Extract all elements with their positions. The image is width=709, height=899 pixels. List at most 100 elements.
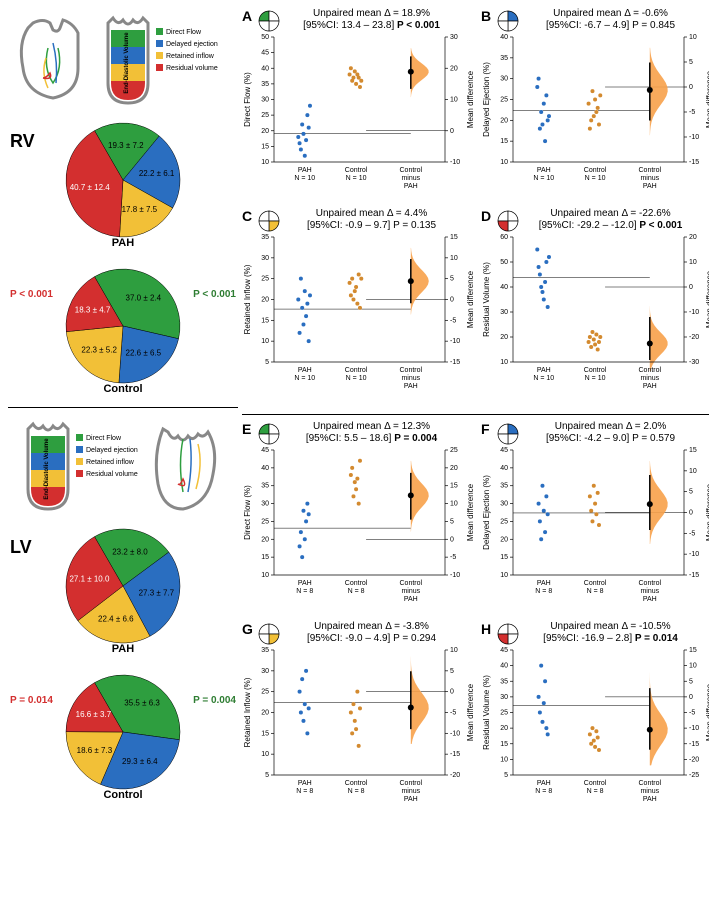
svg-text:-5: -5 <box>689 109 695 116</box>
svg-text:5: 5 <box>689 59 693 66</box>
svg-text:30: 30 <box>261 668 269 675</box>
panel-B: BUnpaired mean Δ = -0.6%[95%CI: -6.7 – 4… <box>481 8 709 208</box>
svg-text:End-Diastolic Volume: End-Diastolic Volume <box>124 32 130 94</box>
svg-text:0: 0 <box>450 297 454 304</box>
svg-text:25: 25 <box>261 689 269 696</box>
svg-text:10: 10 <box>500 159 508 166</box>
svg-text:-15: -15 <box>689 572 699 579</box>
pie-title-pah: PAH <box>8 643 238 655</box>
svg-text:-5: -5 <box>450 554 456 561</box>
legend-item: Delayed ejection <box>166 41 218 48</box>
svg-text:-30: -30 <box>689 359 699 366</box>
svg-text:10: 10 <box>450 501 458 508</box>
svg-text:Control: Control <box>400 367 423 374</box>
svg-text:Control: Control <box>400 580 423 587</box>
svg-text:20: 20 <box>450 65 458 72</box>
svg-text:35: 35 <box>500 483 508 490</box>
panel-E: EUnpaired mean Δ = 12.3%[95%CI: 5.5 – 18… <box>242 421 477 621</box>
svg-text:0: 0 <box>689 694 693 701</box>
svg-text:PAH: PAH <box>643 183 657 190</box>
svg-text:Control: Control <box>639 780 662 787</box>
svg-text:50: 50 <box>500 259 508 266</box>
svg-text:0: 0 <box>450 689 454 696</box>
svg-text:-15: -15 <box>689 741 699 748</box>
mini-pie-icon <box>258 623 280 650</box>
svg-text:20: 20 <box>500 117 508 124</box>
diff-axis-label: Mean difference <box>705 483 709 541</box>
mini-pie-icon <box>497 423 519 450</box>
svg-text:15: 15 <box>261 143 269 150</box>
svg-text:20: 20 <box>689 234 697 241</box>
legend-item: Residual volume <box>166 65 218 72</box>
svg-text:15: 15 <box>261 554 269 561</box>
rv-schematic: End-Diastolic Volume Direct Flow Delayed e… <box>8 8 238 113</box>
svg-text:PAH: PAH <box>298 780 312 787</box>
svg-text:N = 8: N = 8 <box>587 588 604 595</box>
pie-slice-label: 37.0 ± 2.4 <box>126 294 162 303</box>
svg-text:N = 10: N = 10 <box>533 375 554 382</box>
svg-text:PAH: PAH <box>298 167 312 174</box>
pie-slice-label: 19.3 ± 7.2 <box>108 141 144 150</box>
svg-text:N = 8: N = 8 <box>348 788 365 795</box>
rv-pies: RV19.3 ± 7.222.2 ± 6.117.8 ± 7.540.7 ± 1… <box>8 121 238 395</box>
pie-slice-label: 23.2 ± 8.0 <box>112 548 148 557</box>
svg-text:25: 25 <box>450 447 458 454</box>
svg-text:-25: -25 <box>689 772 699 779</box>
y-axis-label: Delayed Ejection (%) <box>482 475 491 550</box>
svg-text:20: 20 <box>500 725 508 732</box>
svg-text:N = 10: N = 10 <box>346 375 367 382</box>
svg-text:10: 10 <box>450 255 458 262</box>
svg-text:minus: minus <box>401 175 420 182</box>
pval-red: P < 0.001 <box>10 289 53 300</box>
svg-text:-15: -15 <box>689 159 699 166</box>
svg-text:N = 10: N = 10 <box>294 175 315 182</box>
svg-text:15: 15 <box>689 647 697 654</box>
mini-pie-icon <box>258 210 280 237</box>
panel-letter: A <box>242 8 252 24</box>
svg-text:minus: minus <box>401 788 420 795</box>
svg-text:N = 8: N = 8 <box>535 788 552 795</box>
svg-text:40: 40 <box>261 465 269 472</box>
svg-text:Control: Control <box>584 780 607 787</box>
svg-text:25: 25 <box>500 518 508 525</box>
svg-text:N = 10: N = 10 <box>294 375 315 382</box>
svg-text:-5: -5 <box>450 710 456 717</box>
svg-text:10: 10 <box>450 647 458 654</box>
svg-text:minus: minus <box>401 588 420 595</box>
svg-text:25: 25 <box>500 97 508 104</box>
svg-text:PAH: PAH <box>404 596 418 603</box>
svg-text:minus: minus <box>640 175 659 182</box>
y-axis-label: Retained Inflow (%) <box>243 264 252 334</box>
diff-axis-label: Mean difference <box>705 70 709 128</box>
svg-text:Control: Control <box>400 780 423 787</box>
svg-text:N = 8: N = 8 <box>535 588 552 595</box>
pie-slice-label: 17.8 ± 7.5 <box>122 205 158 214</box>
svg-text:0: 0 <box>689 284 693 291</box>
svg-text:5: 5 <box>504 772 508 779</box>
legend-item: Direct Flow <box>166 29 202 36</box>
svg-text:40: 40 <box>500 465 508 472</box>
mini-pie-icon <box>497 623 519 650</box>
pie-title-pah: PAH <box>8 237 238 249</box>
svg-text:15: 15 <box>450 483 458 490</box>
pval-red: P = 0.014 <box>10 695 53 706</box>
figure-root: End-Diastolic Volume Direct Flow Delayed e… <box>8 8 701 821</box>
panel-row: EUnpaired mean Δ = 12.3%[95%CI: 5.5 – 18… <box>242 421 709 621</box>
svg-text:-20: -20 <box>689 334 699 341</box>
svg-text:-5: -5 <box>689 710 695 717</box>
diff-axis-label: Mean difference <box>466 270 475 328</box>
y-axis-label: Residual Volume (%) <box>482 675 491 750</box>
mini-pie-icon <box>258 423 280 450</box>
panel-letter: B <box>481 8 491 24</box>
svg-text:Control: Control <box>400 167 423 174</box>
svg-text:minus: minus <box>640 375 659 382</box>
svg-text:30: 30 <box>261 501 269 508</box>
mini-pie-icon <box>258 10 280 37</box>
svg-text:Control: Control <box>639 580 662 587</box>
pie-slice-label: 40.7 ± 12.4 <box>70 183 111 192</box>
svg-text:-10: -10 <box>689 725 699 732</box>
svg-text:-20: -20 <box>450 772 460 779</box>
svg-text:-10: -10 <box>689 134 699 141</box>
svg-text:20: 20 <box>500 536 508 543</box>
ventricle-label: LV <box>10 537 32 558</box>
